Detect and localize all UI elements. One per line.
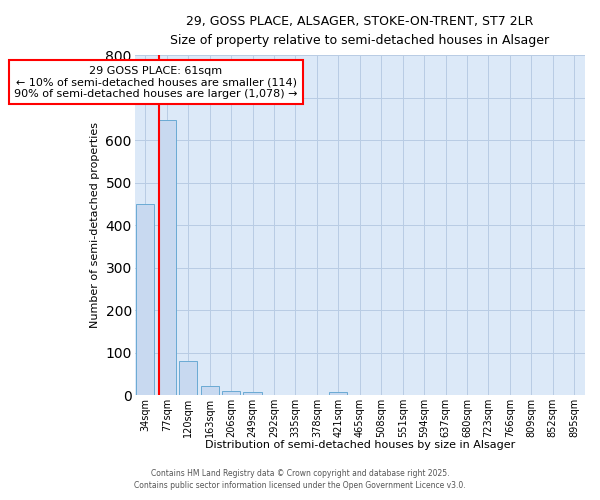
Bar: [136, 204, 154, 395]
Bar: [158, 120, 176, 395]
Text: 29 GOSS PLACE: 61sqm
← 10% of semi-detached houses are smaller (114)
90% of semi: 29 GOSS PLACE: 61sqm ← 10% of semi-detac…: [14, 66, 298, 99]
Bar: [244, 392, 262, 395]
Title: 29, GOSS PLACE, ALSAGER, STOKE-ON-TRENT, ST7 2LR
Size of property relative to se: 29, GOSS PLACE, ALSAGER, STOKE-ON-TRENT,…: [170, 15, 550, 47]
X-axis label: Distribution of semi-detached houses by size in Alsager: Distribution of semi-detached houses by …: [205, 440, 515, 450]
Bar: [200, 386, 219, 395]
Bar: [329, 392, 347, 395]
Text: Contains HM Land Registry data © Crown copyright and database right 2025.
Contai: Contains HM Land Registry data © Crown c…: [134, 468, 466, 490]
Y-axis label: Number of semi-detached properties: Number of semi-detached properties: [90, 122, 100, 328]
Bar: [179, 361, 197, 395]
Bar: [222, 391, 240, 395]
